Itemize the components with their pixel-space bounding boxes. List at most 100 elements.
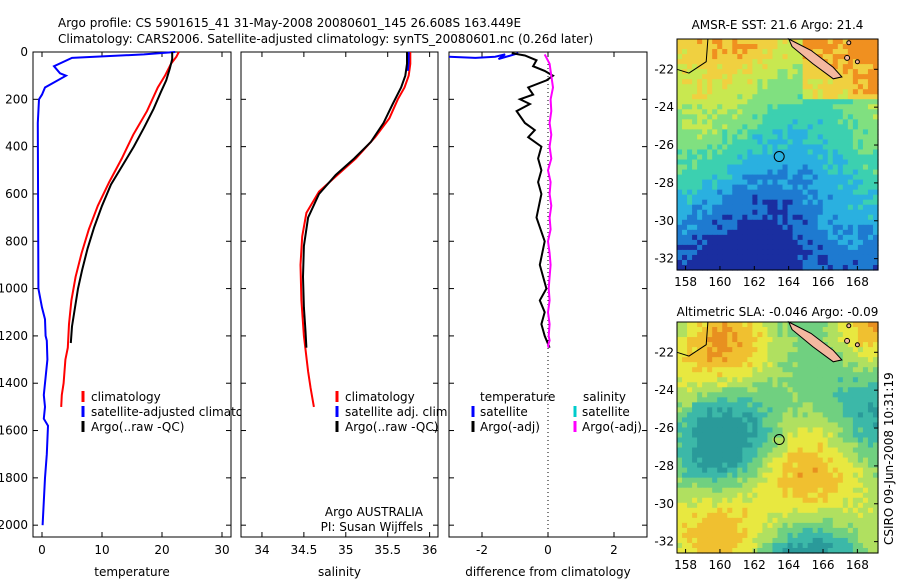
- heat-cell: [767, 522, 774, 529]
- heat-cell: [802, 184, 809, 191]
- heat-cell: [807, 104, 814, 110]
- heat-cell: [692, 392, 698, 398]
- heat-cell: [807, 219, 814, 226]
- heat-cell: [757, 69, 764, 75]
- heat-cell: [827, 512, 834, 519]
- heat-cell: [827, 447, 834, 454]
- heat-cell: [762, 442, 769, 449]
- heat-cell: [782, 154, 789, 161]
- heat-cell: [792, 179, 799, 186]
- heat-cell: [767, 179, 774, 186]
- heat-cell: [732, 84, 738, 90]
- heat-cell: [772, 69, 779, 75]
- heat-cell: [752, 462, 759, 469]
- heat-cell: [807, 89, 814, 95]
- heat-cell: [777, 367, 784, 373]
- heat-cell: [757, 39, 764, 45]
- heat-cell: [742, 249, 748, 256]
- heat-cell: [732, 159, 738, 166]
- heat-cell: [752, 502, 759, 509]
- heat-cell: [677, 497, 683, 504]
- heat-cell: [727, 342, 733, 348]
- land-island: [854, 59, 860, 65]
- heat-cell: [697, 254, 703, 261]
- heat-cell: [747, 184, 753, 191]
- heat-cell: [837, 199, 844, 206]
- heat-cell: [692, 224, 698, 231]
- heat-cell: [872, 492, 879, 499]
- heat-cell: [807, 164, 814, 171]
- heat-cell: [852, 99, 859, 105]
- heat-cell: [707, 362, 713, 368]
- heat-cell: [862, 74, 869, 80]
- heat-cell: [752, 412, 759, 419]
- heat-cell: [792, 199, 799, 206]
- heat-cell: [702, 337, 708, 343]
- heat-cell: [687, 139, 693, 146]
- heat-cell: [857, 442, 864, 449]
- heat-cell: [737, 79, 743, 85]
- heat-cell: [832, 159, 839, 166]
- heat-cell: [702, 159, 708, 166]
- heat-cell: [817, 377, 824, 383]
- heat-cell: [732, 497, 738, 504]
- heat-cell: [857, 154, 864, 161]
- x-axis-label: temperature: [94, 565, 169, 579]
- heat-cell: [772, 512, 779, 519]
- heat-cell: [732, 362, 738, 368]
- heat-cell: [797, 482, 804, 489]
- heat-cell: [772, 387, 779, 393]
- heat-cell: [732, 357, 738, 363]
- heat-cell: [807, 547, 814, 554]
- heat-cell: [702, 234, 708, 241]
- heat-cell: [787, 139, 794, 146]
- heat-cell: [707, 44, 713, 50]
- heat-cell: [827, 149, 834, 156]
- heat-cell: [727, 407, 733, 413]
- heat-cell: [712, 89, 718, 95]
- heat-cell: [737, 74, 743, 80]
- heat-cell: [797, 174, 804, 181]
- heat-cell: [762, 254, 769, 261]
- heat-cell: [767, 264, 774, 271]
- heat-cell: [787, 164, 794, 171]
- heat-cell: [822, 462, 829, 469]
- heat-cell: [717, 199, 723, 206]
- heat-cell: [687, 382, 693, 388]
- heat-cell: [717, 104, 723, 110]
- heat-cell: [707, 114, 713, 120]
- heat-cell: [872, 472, 879, 479]
- heat-cell: [732, 94, 738, 100]
- land-island: [846, 40, 852, 46]
- heat-cell: [737, 522, 743, 529]
- heat-cell: [707, 79, 713, 85]
- heat-cell: [767, 457, 774, 464]
- heat-cell: [847, 214, 854, 221]
- heat-cell: [757, 79, 764, 85]
- heat-cell: [702, 482, 708, 489]
- heat-cell: [692, 427, 698, 434]
- heat-cell: [822, 99, 829, 105]
- heat-cell: [872, 427, 879, 434]
- heat-cell: [817, 184, 824, 191]
- heat-cell: [752, 219, 759, 226]
- heat-cell: [687, 467, 693, 474]
- heat-cell: [832, 54, 839, 60]
- heat-cell: [867, 352, 874, 358]
- heat-cell: [772, 542, 779, 549]
- heat-cell: [812, 194, 819, 201]
- heat-cell: [802, 79, 809, 85]
- heat-cell: [807, 159, 814, 166]
- heat-cell: [872, 497, 879, 504]
- heat-cell: [857, 477, 864, 484]
- heat-cell: [742, 322, 748, 328]
- heat-cell: [842, 259, 849, 266]
- heat-cell: [867, 437, 874, 444]
- heat-cell: [732, 502, 738, 509]
- heat-cell: [857, 149, 864, 156]
- heat-cell: [692, 417, 698, 424]
- heat-cell: [762, 139, 769, 146]
- heat-cell: [722, 214, 728, 221]
- heat-cell: [772, 39, 779, 45]
- heat-cell: [722, 49, 728, 55]
